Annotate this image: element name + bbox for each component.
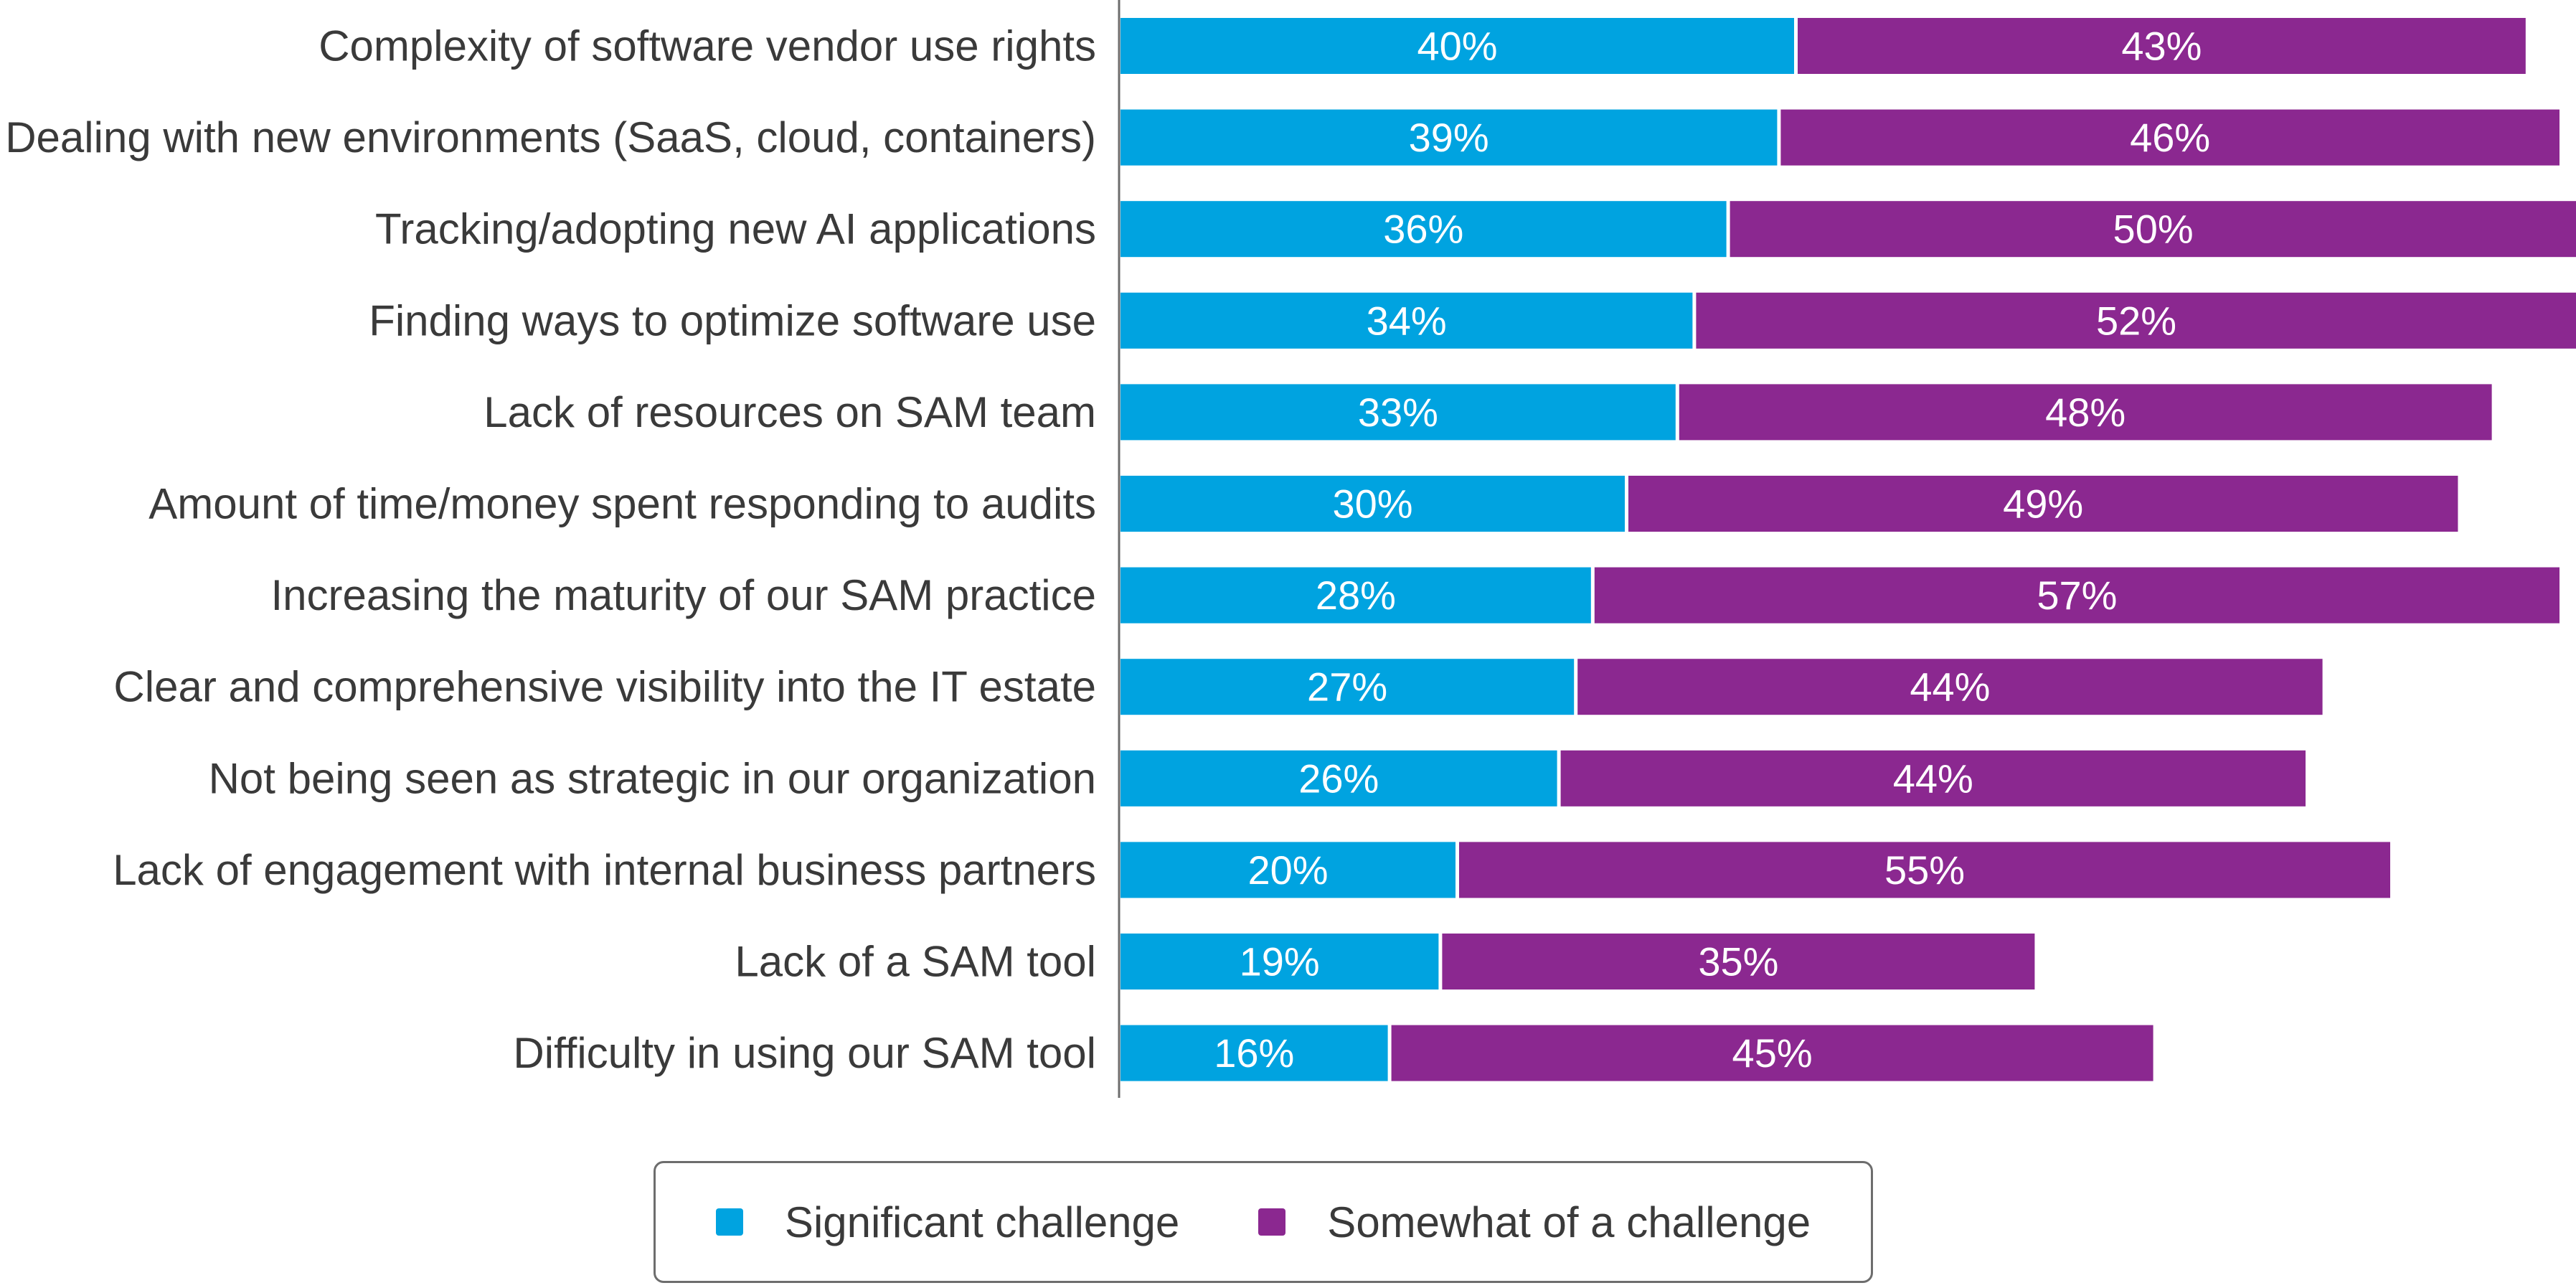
bar-significant bbox=[1120, 567, 1591, 624]
category-label: Increasing the maturity of our SAM pract… bbox=[271, 571, 1097, 619]
bar-significant bbox=[1120, 842, 1456, 898]
data-label-significant: 34% bbox=[1367, 298, 1447, 343]
data-label-significant: 20% bbox=[1247, 847, 1328, 893]
bar-somewhat bbox=[1780, 109, 2560, 166]
category-label: Clear and comprehensive visibility into … bbox=[113, 663, 1096, 711]
data-label-somewhat: 35% bbox=[1698, 939, 1778, 984]
data-label-significant: 16% bbox=[1214, 1030, 1294, 1076]
bar-somewhat bbox=[1442, 934, 2035, 989]
category-label: Dealing with new environments (SaaS, clo… bbox=[5, 113, 1096, 161]
data-label-significant: 19% bbox=[1240, 939, 1320, 984]
bar-somewhat bbox=[1628, 476, 2458, 532]
legend-swatch-significant bbox=[715, 1208, 743, 1236]
bar-significant bbox=[1120, 476, 1625, 532]
data-label-somewhat: 48% bbox=[2045, 390, 2126, 435]
legend-label-significant: Significant challenge bbox=[784, 1198, 1180, 1246]
bar-somewhat bbox=[1560, 750, 2306, 807]
data-label-somewhat: 43% bbox=[2121, 24, 2202, 69]
legend-label-somewhat: Somewhat of a challenge bbox=[1327, 1198, 1811, 1246]
data-label-somewhat: 49% bbox=[2003, 481, 2083, 527]
bar-somewhat bbox=[1391, 1025, 2153, 1081]
bars: 40% 43% 39% 46% 36% 50% 34% 52% 33% 48% 30% 49% 28% 5… bbox=[1120, 18, 2576, 1081]
bar-somewhat bbox=[1577, 659, 2323, 715]
bar-significant bbox=[1120, 659, 1575, 715]
data-label-significant: 33% bbox=[1358, 390, 1438, 435]
data-label-significant: 28% bbox=[1316, 573, 1396, 618]
bar-somewhat bbox=[1696, 292, 2576, 349]
data-label-significant: 27% bbox=[1307, 664, 1387, 710]
data-label-significant: 39% bbox=[1409, 115, 1489, 160]
data-label-somewhat: 44% bbox=[1910, 664, 1990, 710]
legend: Significant challenge Somewhat of a chal… bbox=[654, 1161, 1873, 1283]
bar-significant bbox=[1120, 201, 1727, 258]
bar-somewhat bbox=[1730, 201, 2576, 258]
bar-somewhat bbox=[1798, 18, 2526, 74]
data-label-somewhat: 46% bbox=[2130, 115, 2210, 160]
category-labels: Complexity of software vendor use rights… bbox=[5, 22, 1096, 1078]
bar-significant bbox=[1120, 384, 1676, 441]
data-label-significant: 36% bbox=[1383, 207, 1463, 252]
category-label: Lack of engagement with internal busines… bbox=[113, 846, 1096, 894]
data-label-somewhat: 52% bbox=[2096, 298, 2176, 343]
bar-significant bbox=[1120, 934, 1439, 989]
category-label: Complexity of software vendor use rights bbox=[319, 22, 1096, 70]
bar-significant bbox=[1120, 750, 1557, 807]
legend-item-somewhat: Somewhat of a challenge bbox=[1258, 1198, 1811, 1247]
category-label: Lack of resources on SAM team bbox=[483, 388, 1096, 436]
data-label-significant: 40% bbox=[1417, 24, 1497, 69]
data-label-somewhat: 55% bbox=[1884, 847, 1965, 893]
data-label-significant: 26% bbox=[1298, 756, 1379, 801]
category-label: Lack of a SAM tool bbox=[735, 938, 1096, 986]
data-label-somewhat: 57% bbox=[2037, 573, 2117, 618]
category-label: Difficulty in using our SAM tool bbox=[513, 1029, 1096, 1077]
bar-somewhat bbox=[1679, 384, 2492, 441]
category-label: Finding ways to optimize software use bbox=[369, 296, 1096, 344]
data-label-significant: 30% bbox=[1332, 481, 1412, 527]
data-label-somewhat: 45% bbox=[1732, 1030, 1813, 1076]
bar-significant bbox=[1120, 109, 1778, 166]
bar-somewhat bbox=[1594, 567, 2560, 624]
data-label-somewhat: 44% bbox=[1893, 756, 1973, 801]
category-label: Tracking/adopting new AI applications bbox=[375, 205, 1096, 253]
bar-significant bbox=[1120, 18, 1794, 74]
bar-significant bbox=[1120, 292, 1693, 349]
chart: Complexity of software vendor use rights… bbox=[5, 0, 2576, 1098]
data-label-somewhat: 50% bbox=[2113, 207, 2194, 252]
category-label: Not being seen as strategic in our organ… bbox=[209, 754, 1096, 802]
legend-item-significant: Significant challenge bbox=[715, 1198, 1180, 1247]
bar-significant bbox=[1120, 1025, 1388, 1081]
bar-somewhat bbox=[1459, 842, 2390, 898]
category-label: Amount of time/money spent responding to… bbox=[148, 480, 1096, 528]
legend-swatch-somewhat bbox=[1258, 1208, 1286, 1236]
